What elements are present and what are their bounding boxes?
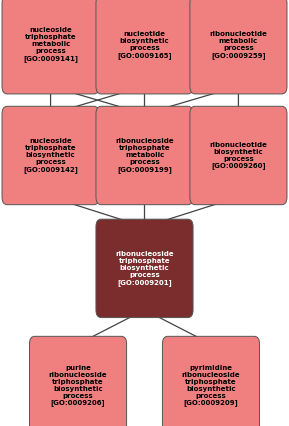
FancyBboxPatch shape xyxy=(96,106,193,205)
Text: ribonucleoside
triphosphate
metabolic
process
[GO:0009199]: ribonucleoside triphosphate metabolic pr… xyxy=(115,138,174,173)
FancyBboxPatch shape xyxy=(2,0,99,94)
FancyBboxPatch shape xyxy=(190,0,287,94)
Text: purine
ribonucleoside
triphosphate
biosynthetic
process
[GO:0009206]: purine ribonucleoside triphosphate biosy… xyxy=(49,365,107,406)
FancyBboxPatch shape xyxy=(96,219,193,318)
Text: pyrimidine
ribonucleoside
triphosphate
biosynthetic
process
[GO:0009209]: pyrimidine ribonucleoside triphosphate b… xyxy=(182,365,240,406)
FancyBboxPatch shape xyxy=(96,0,193,94)
Text: nucleoside
triphosphate
biosynthetic
process
[GO:0009142]: nucleoside triphosphate biosynthetic pro… xyxy=(23,138,78,173)
Text: ribonucleotide
biosynthetic
process
[GO:0009260]: ribonucleotide biosynthetic process [GO:… xyxy=(210,141,267,170)
Text: ribonucleotide
metabolic
process
[GO:0009259]: ribonucleotide metabolic process [GO:000… xyxy=(210,31,267,59)
FancyBboxPatch shape xyxy=(190,106,287,205)
FancyBboxPatch shape xyxy=(29,337,127,426)
Text: nucleoside
triphosphate
metabolic
process
[GO:0009141]: nucleoside triphosphate metabolic proces… xyxy=(23,27,78,62)
Text: ribonucleoside
triphosphate
biosynthetic
process
[GO:0009201]: ribonucleoside triphosphate biosynthetic… xyxy=(115,251,174,286)
FancyBboxPatch shape xyxy=(162,337,260,426)
FancyBboxPatch shape xyxy=(2,106,99,205)
Text: nucleotide
biosynthetic
process
[GO:0009165]: nucleotide biosynthetic process [GO:0009… xyxy=(117,31,172,59)
